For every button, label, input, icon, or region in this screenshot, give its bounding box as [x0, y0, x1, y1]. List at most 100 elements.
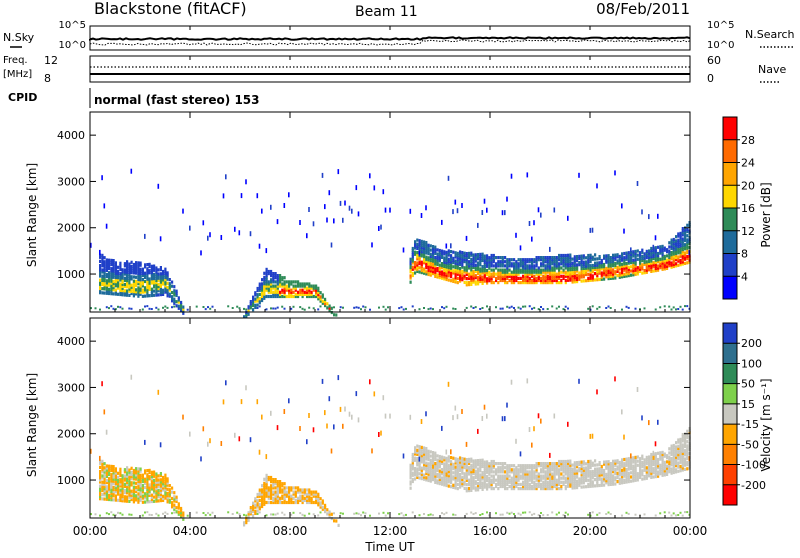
power-cell: [288, 282, 291, 286]
velocity-cell: [175, 506, 178, 510]
power-cell: [155, 274, 158, 278]
power-cell: [630, 252, 633, 256]
velocity-cell: [276, 480, 279, 484]
power-cell: [663, 265, 666, 269]
velocity-cell: [609, 476, 612, 480]
velocity-cell: [438, 473, 441, 477]
velocity-cell: [461, 467, 464, 471]
power-cell: [425, 270, 428, 274]
power-cell: [612, 262, 615, 266]
power-cell: [645, 266, 648, 270]
power-cell: [560, 274, 563, 278]
power-cell: [162, 276, 165, 280]
power-cell: [121, 270, 124, 274]
velocity-cell: [454, 484, 457, 488]
velocity-cell: [488, 464, 491, 468]
colorbar-swatch: [723, 117, 737, 141]
velocity-cell: [594, 469, 597, 473]
power-cell: [418, 262, 421, 266]
velocity-cell: [135, 498, 138, 502]
power-cell: [526, 270, 529, 274]
power-cell: [103, 291, 106, 295]
nsky-label: N.Sky: [3, 31, 35, 44]
power-cell: [465, 260, 468, 264]
velocity-cell: [128, 483, 131, 487]
power-cell: [672, 260, 675, 264]
power-cell: [483, 264, 486, 269]
power-cell: [549, 278, 552, 283]
velocity-cell: [524, 468, 527, 472]
velocity-cell: [501, 462, 504, 466]
power-cell: [171, 280, 174, 284]
power-cell: [540, 281, 543, 285]
velocity-cell: [616, 461, 619, 465]
power-cell: [276, 282, 279, 286]
velocity-cell: [148, 483, 151, 487]
power-cell: [317, 290, 320, 295]
power-cell: [409, 268, 412, 272]
velocity-cell: [684, 436, 687, 440]
power-cell: [668, 262, 671, 266]
velocity-cell: [535, 464, 538, 468]
power-cell: [99, 278, 102, 282]
velocity-cell: [121, 480, 124, 484]
velocity-cell: [585, 466, 588, 470]
velocity-cell: [99, 486, 102, 490]
power-cell: [528, 281, 531, 285]
power-cell: [274, 290, 277, 294]
power-cell: [427, 245, 430, 249]
power-cell: [585, 266, 588, 270]
power-cell: [675, 258, 678, 262]
power-cell: [580, 258, 583, 262]
power-cell: [450, 262, 453, 266]
power-cell: [553, 270, 556, 274]
velocity-cell: [148, 468, 151, 472]
power-cell: [510, 272, 513, 276]
velocity-cell: [283, 513, 286, 516]
velocity-cell: [580, 466, 583, 470]
velocity-cell: [463, 480, 466, 484]
power-cell: [128, 307, 131, 310]
velocity-cell: [456, 470, 459, 474]
power-cell: [654, 250, 657, 254]
power-cell: [443, 268, 446, 273]
power-cell: [321, 299, 324, 303]
velocity-cell: [612, 463, 615, 468]
velocity-cell: [429, 467, 432, 471]
velocity-cell: [504, 484, 507, 489]
power-cell: [465, 281, 468, 285]
power-cell: [486, 279, 489, 283]
power-cell: [504, 260, 507, 264]
power-cell: [274, 286, 277, 290]
power-cell: [101, 257, 104, 262]
velocity-cell: [119, 484, 122, 488]
velocity-cell: [114, 494, 117, 498]
power-cell: [679, 246, 682, 250]
power-cell: [423, 242, 426, 246]
power-cell: [481, 252, 484, 256]
power-cell: [544, 258, 547, 262]
power-cell: [438, 265, 441, 269]
velocity-cell: [110, 493, 113, 498]
power-cell: [119, 263, 122, 267]
power-cell: [459, 258, 462, 262]
power-cell: [128, 275, 131, 279]
power-cell: [630, 259, 633, 263]
power-cell: [420, 260, 423, 264]
power-cell: [670, 261, 673, 265]
power-cell: [123, 264, 126, 268]
velocity-cell: [537, 482, 540, 486]
power-cell: [279, 284, 282, 288]
power-cell: [544, 274, 547, 278]
velocity-cell: [544, 472, 547, 476]
velocity-cell: [114, 471, 117, 475]
power-cell: [519, 264, 522, 268]
velocity-cell: [648, 420, 650, 426]
power-cell: [339, 200, 342, 206]
velocity-cell: [481, 485, 484, 489]
power-cell: [663, 267, 666, 271]
power-cell: [112, 292, 115, 296]
velocity-cell: [524, 470, 527, 474]
power-cell: [272, 307, 275, 310]
velocity-cell: [672, 448, 675, 452]
